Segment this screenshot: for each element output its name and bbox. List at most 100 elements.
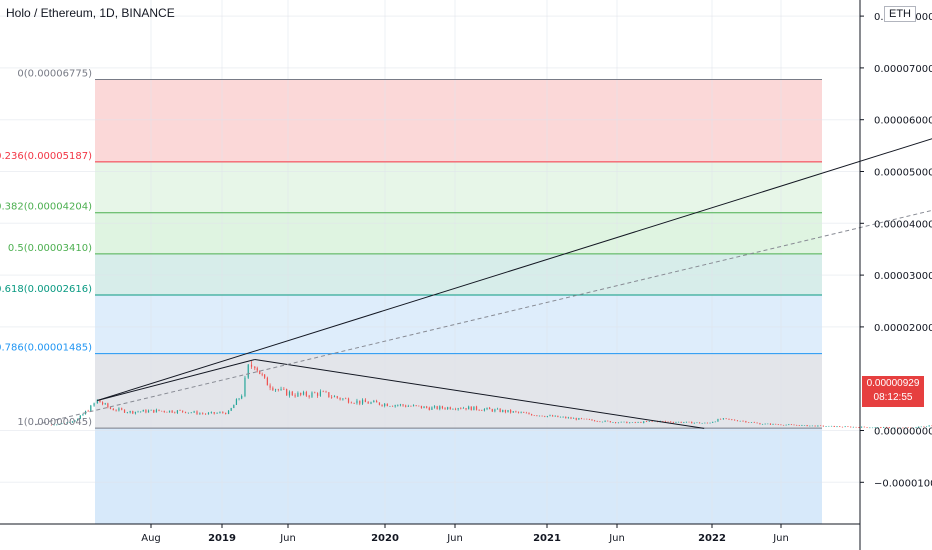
candle (739, 420, 741, 422)
candle (423, 406, 425, 409)
candle (158, 409, 160, 411)
candle (817, 425, 819, 427)
candle (462, 408, 465, 409)
candle (314, 392, 316, 394)
candle (507, 410, 509, 413)
candle (66, 422, 68, 424)
candle (538, 415, 541, 417)
candle (50, 424, 53, 426)
candle (525, 412, 527, 414)
candle (869, 427, 871, 429)
y-tick-label: 0.00004000 (874, 219, 932, 230)
candle (806, 425, 808, 427)
candle (433, 406, 436, 408)
candle (322, 391, 324, 393)
candle (428, 407, 430, 410)
candle (546, 415, 548, 417)
candle (680, 421, 682, 423)
candle (599, 421, 601, 423)
candle (431, 407, 433, 410)
candle (140, 411, 142, 413)
candle (269, 385, 271, 388)
candle (643, 421, 645, 423)
candle (207, 412, 210, 415)
candle (483, 409, 485, 411)
candle (594, 420, 596, 422)
candle (923, 426, 925, 428)
candle (261, 374, 263, 375)
candle (528, 412, 530, 415)
candle (283, 388, 285, 390)
candle (305, 392, 307, 396)
candle (69, 422, 71, 423)
candle (397, 405, 399, 406)
candle (274, 389, 277, 391)
candle (858, 427, 860, 428)
candle (734, 419, 736, 421)
candle (150, 409, 152, 411)
candle (247, 364, 249, 378)
fib-zones (95, 79, 822, 524)
candle (415, 405, 417, 406)
candle (499, 408, 501, 412)
candle (161, 410, 163, 412)
candle (71, 421, 74, 423)
candle (580, 418, 583, 419)
trendline-1[interactable] (97, 359, 255, 401)
candle (176, 410, 178, 413)
fib-label-0.236: 0.236(0.00005187) (0, 151, 92, 162)
candle (880, 427, 882, 428)
fib-zone-4 (95, 294, 822, 354)
candle (153, 409, 155, 413)
candle (87, 411, 89, 412)
candle (486, 407, 488, 410)
candle (402, 404, 404, 406)
x-tick-label: 2022 (698, 533, 726, 544)
trendlines[interactable] (34, 80, 932, 429)
candle (910, 427, 912, 429)
currency-badge[interactable]: ETH (884, 6, 916, 22)
candle (583, 418, 585, 420)
candle (254, 366, 256, 369)
fib-label-0: 0(0.00006775) (17, 69, 92, 80)
fib-labels: 0(0.00006775) 0.236(0.00005187) 0.382(0.00… (0, 69, 92, 429)
candle (308, 395, 310, 397)
candle (294, 395, 296, 397)
candle (109, 407, 112, 409)
candle (77, 418, 79, 421)
y-tick-label: 0.00006000 (874, 116, 932, 127)
candle (481, 410, 483, 411)
candle (353, 403, 355, 404)
candle (637, 422, 639, 423)
candle (885, 427, 888, 428)
candle (567, 417, 569, 419)
candle (790, 424, 793, 426)
candle (557, 415, 559, 418)
candle (168, 410, 171, 413)
x-tick-label: Jun (279, 533, 296, 544)
candle (609, 421, 611, 423)
candle (235, 399, 238, 405)
trendline-0[interactable] (97, 117, 932, 401)
candle (907, 427, 909, 429)
fib-zone-0 (95, 79, 822, 162)
candle (56, 424, 58, 426)
candle (533, 415, 535, 416)
candle (612, 422, 614, 423)
candle (841, 426, 844, 428)
candle (460, 408, 462, 409)
candle (96, 399, 98, 404)
fib-zone-extension (95, 428, 822, 524)
candle (888, 427, 890, 429)
candle (918, 426, 920, 428)
trendline-3[interactable] (34, 80, 932, 426)
candle (489, 407, 491, 410)
trendline-2[interactable] (254, 359, 705, 429)
candle (53, 424, 55, 426)
fib-label-1: 1(0.00000045) (17, 417, 92, 428)
candle (750, 422, 753, 423)
candle (798, 425, 800, 426)
y-tick-label: 0.00005000 (874, 168, 932, 179)
candle (202, 413, 204, 414)
